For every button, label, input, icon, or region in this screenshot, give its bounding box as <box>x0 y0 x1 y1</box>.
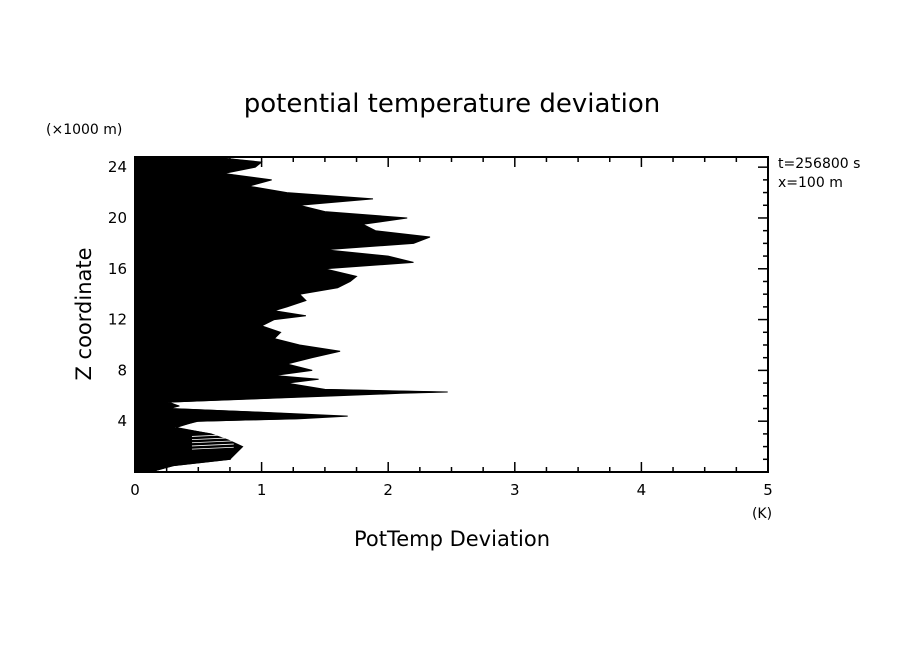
y-axis-unit: (×1000 m) <box>46 122 122 138</box>
profile-curve <box>145 156 339 473</box>
profile-curve <box>150 156 403 473</box>
time-annotation: t=256800 s <box>778 156 860 172</box>
profile-curve <box>191 446 234 450</box>
y-tick-label: 12 <box>108 311 127 329</box>
profile-curve <box>151 156 374 473</box>
profile-curve <box>191 443 234 447</box>
y-tick-label: 24 <box>108 158 127 176</box>
y-tick-label: 8 <box>117 361 127 379</box>
y-tick-label: 20 <box>108 209 127 227</box>
x-tick-label: 4 <box>637 481 647 499</box>
profile-curve <box>149 156 438 473</box>
x-tick-label: 1 <box>257 481 267 499</box>
profile-curve <box>191 434 234 437</box>
chart-title: potential temperature deviation <box>244 89 660 119</box>
y-tick-label: 16 <box>108 260 127 278</box>
y-tick-label: 4 <box>117 412 127 430</box>
x-tick-label: 5 <box>763 481 773 499</box>
position-annotation: x=100 m <box>778 175 843 191</box>
x-tick-label: 2 <box>383 481 393 499</box>
profile-curve <box>191 440 234 444</box>
x-tick-label: 0 <box>130 481 140 499</box>
y-axis-label: Z coordinate <box>72 247 96 380</box>
profile-curve <box>146 156 310 473</box>
x-axis-unit: (K) <box>752 506 772 522</box>
x-tick-label: 3 <box>510 481 520 499</box>
profile-curve <box>191 437 234 441</box>
profile-marks <box>134 156 448 473</box>
profile-curve <box>141 156 281 473</box>
x-axis-label: PotTemp Deviation <box>354 527 550 551</box>
